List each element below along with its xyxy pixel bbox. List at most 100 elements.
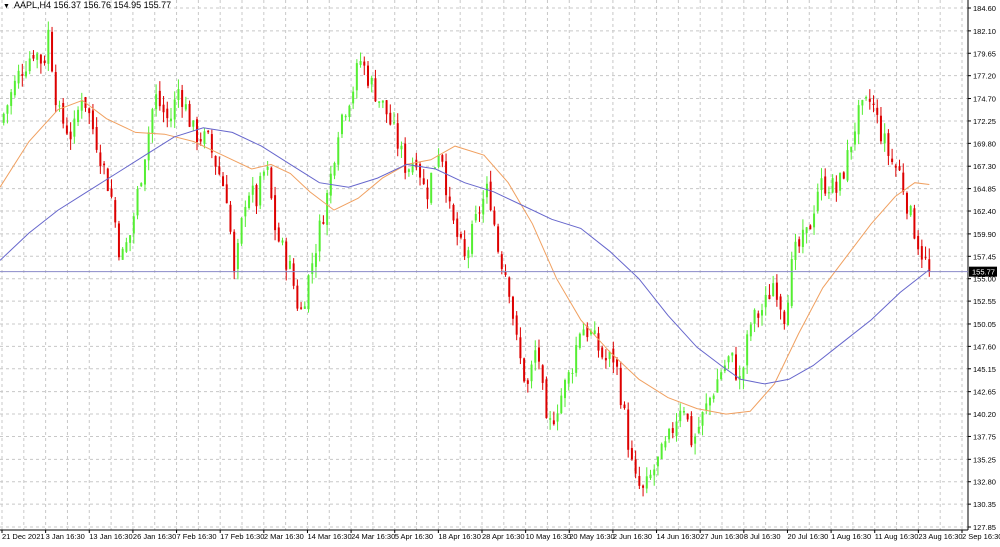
dropdown-triangle-icon[interactable]: ▼	[3, 3, 10, 10]
grid	[0, 0, 968, 530]
candle-bull	[656, 456, 659, 467]
x-tick-label: 18 Apr 16:30	[438, 532, 481, 541]
candle-bear	[188, 104, 191, 127]
candle-bull	[173, 99, 176, 120]
current-price-label: 155.77	[972, 268, 995, 277]
candle-bear	[459, 234, 462, 238]
candle-bull	[578, 333, 581, 348]
candle-bull	[831, 178, 834, 193]
candle-bear	[389, 112, 392, 125]
candle-bear	[296, 285, 299, 309]
candle-bear	[91, 110, 94, 130]
candle-bear	[913, 208, 916, 239]
candle-bear	[879, 115, 882, 142]
y-tick-label: 127.85	[973, 523, 996, 532]
x-tick-label: 14 Mar 16:30	[307, 532, 351, 541]
candle-bear	[39, 54, 42, 64]
candle-bull	[664, 441, 667, 448]
candle-bear	[917, 236, 920, 250]
candle-bear	[515, 315, 518, 335]
candle-bear	[366, 65, 369, 86]
ohlc-values: 156.37 156.76 154.95 155.77	[53, 0, 172, 10]
candles	[2, 21, 931, 497]
candle-bear	[419, 164, 422, 178]
candle-bear	[734, 354, 737, 380]
candle-bear	[415, 159, 418, 168]
candle-bear	[894, 165, 897, 168]
candle-bull	[742, 367, 745, 380]
candle-bear	[478, 212, 481, 214]
candle-bull	[697, 426, 700, 433]
candle-bull	[556, 413, 559, 422]
candle-bull	[764, 294, 767, 308]
candle-bear	[277, 227, 280, 242]
candle-bear	[537, 347, 540, 362]
candle-bear	[523, 358, 526, 382]
candle-bull	[314, 253, 317, 267]
x-tick-label: 26 Jan 16:30	[133, 532, 176, 541]
x-tick-label: 11 Aug 16:30	[875, 532, 919, 541]
candle-bear	[196, 119, 199, 143]
candle-bear	[110, 188, 113, 197]
candle-bull	[761, 310, 764, 316]
candle-bear	[32, 54, 35, 59]
y-tick-label: 140.20	[973, 410, 996, 419]
ma-slow-line	[0, 127, 930, 385]
y-tick-label: 182.10	[973, 27, 996, 36]
candle-bull	[790, 259, 793, 306]
candle-bear	[385, 100, 388, 115]
candle-bull	[177, 89, 180, 100]
candle-bull	[530, 364, 533, 382]
candle-bull	[827, 192, 830, 194]
candle-bear	[497, 226, 500, 252]
y-tick-label: 137.75	[973, 432, 996, 441]
candle-bear	[638, 475, 641, 486]
candle-bear	[690, 416, 693, 446]
candle-bull	[705, 403, 708, 411]
candle-bull	[433, 167, 436, 170]
x-tick-label: 7 Feb 16:30	[177, 532, 217, 541]
candle-bear	[426, 187, 429, 200]
candle-bear	[43, 60, 46, 64]
candle-bull	[649, 474, 652, 479]
candle-bear	[218, 166, 221, 175]
candle-bear	[824, 176, 827, 194]
candle-bull	[857, 105, 860, 135]
candle-bull	[266, 166, 269, 170]
candle-bull	[259, 176, 262, 206]
candle-bear	[511, 296, 514, 319]
candle-bull	[381, 100, 384, 103]
candle-bear	[552, 420, 555, 425]
x-tick-label: 8 Jul 16:30	[744, 532, 781, 541]
candle-bear	[757, 313, 760, 318]
y-tick-label: 132.80	[973, 478, 996, 487]
candle-bull	[883, 133, 886, 144]
candle-bull	[13, 80, 16, 96]
candle-bear	[500, 254, 503, 269]
candle-bull	[184, 104, 187, 110]
candle-bull	[820, 178, 823, 190]
candle-bear	[452, 204, 455, 221]
candle-bear	[924, 257, 927, 259]
candle-bull	[850, 146, 853, 153]
candle-bear	[835, 181, 838, 193]
candle-bull	[236, 243, 239, 269]
candle-bull	[549, 418, 552, 420]
candle-bull	[534, 350, 537, 363]
candle-bull	[344, 115, 347, 118]
current-price-tag	[969, 266, 997, 277]
y-tick-label: 150.05	[973, 320, 996, 329]
y-tick-label: 152.55	[973, 297, 996, 306]
candle-bear	[54, 72, 57, 106]
x-tick-label: 10 May 16:30	[526, 532, 571, 541]
candle-bull	[155, 94, 158, 110]
candle-bull	[753, 309, 756, 324]
candle-bear	[686, 413, 689, 420]
candle-bear	[842, 172, 845, 179]
candle-bull	[813, 213, 816, 228]
x-tick-label: 5 Apr 16:30	[395, 532, 433, 541]
candle-bear	[62, 102, 65, 124]
candle-bear	[616, 359, 619, 367]
